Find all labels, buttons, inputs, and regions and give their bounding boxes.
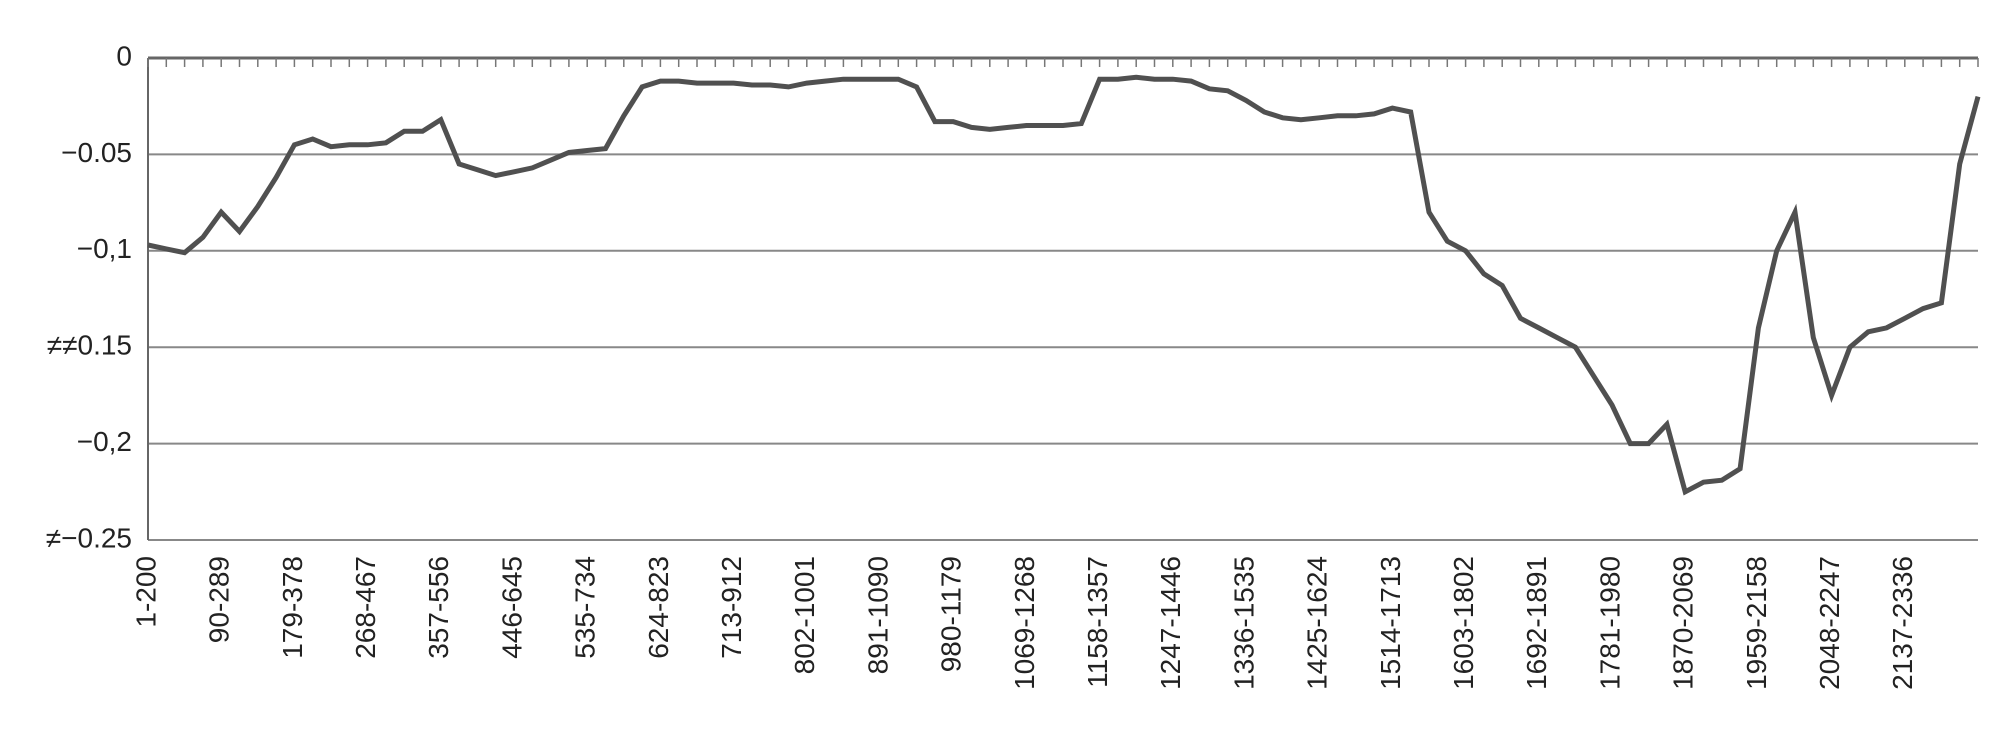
x-tick-label: 891-1090: [862, 556, 893, 674]
x-tick-label: 1158-1357: [1082, 556, 1113, 688]
y-tick-label: −0,2: [77, 426, 132, 457]
x-tick-label: 1692-1891: [1521, 556, 1552, 690]
x-tick-label: 1781-1980: [1594, 556, 1625, 690]
x-tick-label: 1425-1624: [1302, 556, 1333, 690]
x-tick-label: 268-467: [350, 556, 381, 659]
x-tick-label: 1-200: [130, 556, 161, 628]
x-tick-label: 1069-1268: [1009, 556, 1040, 690]
x-tick-label: 535-734: [570, 556, 601, 659]
x-tick-label: 357-556: [423, 556, 454, 659]
line-series: [147, 74, 1981, 496]
y-tick-label: ≠≠0.15: [47, 330, 132, 361]
x-tick-label: 1514-1713: [1375, 556, 1406, 690]
x-tick-label: 90-289: [204, 556, 235, 643]
x-tick-label: 980-1179: [936, 556, 967, 672]
y-tick-label: ≠−0.25: [46, 522, 132, 553]
x-tick-label: 446-645: [496, 556, 527, 659]
y-tick-label: 0: [116, 40, 132, 71]
y-tick-label: −0.05: [61, 137, 132, 168]
x-tick-label: 2048-2247: [1814, 556, 1845, 690]
x-tick-label: 2137-2336: [1887, 556, 1918, 690]
x-tick-label: 1247-1446: [1155, 556, 1186, 690]
x-tick-label: 1603-1802: [1448, 556, 1479, 690]
x-tick-label: 179-378: [277, 556, 308, 659]
x-tick-label: 713-912: [716, 556, 747, 659]
x-tick-label: 802-1001: [789, 556, 820, 674]
x-tick-label: 1959-2158: [1741, 556, 1772, 690]
x-tick-label: 1336-1535: [1228, 556, 1259, 690]
x-tick-label: 624-823: [643, 556, 674, 659]
x-tick-label: 1870-2069: [1668, 556, 1699, 690]
y-tick-label: −0,1: [77, 233, 132, 264]
